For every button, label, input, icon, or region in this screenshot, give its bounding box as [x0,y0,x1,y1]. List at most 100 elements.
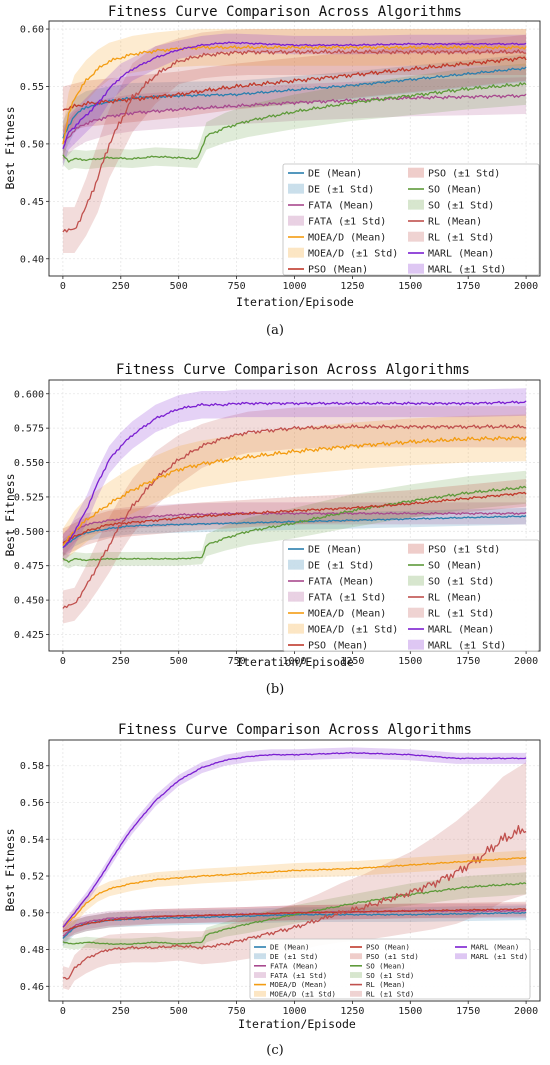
line-pso [62,908,527,932]
legend-swatch-band [455,953,467,960]
legend-swatch-band [408,199,424,210]
y-tick-label: 0.48 [20,945,44,956]
line-pso [62,56,527,111]
y-axis-label: Best Fitness [3,106,17,189]
legend-swatch-band [254,990,266,997]
band-so [62,63,527,171]
line-moead [62,44,527,145]
y-tick-label: 0.40 [20,254,44,265]
plot-area [62,29,527,253]
legend-swatch-band [288,247,304,258]
legend-label: DE (Mean) [308,169,362,180]
x-tick-label: 1750 [456,281,480,292]
legend-label: DE (±1 Std) [308,561,374,572]
x-tick-label: 0 [60,281,66,292]
band-moead [62,850,527,933]
x-axis-label: Iteration/Episode [238,1017,356,1031]
y-tick-label: 0.56 [20,798,44,809]
legend-swatch-band [408,639,424,650]
legend-swatch-band [288,591,304,602]
y-tick-label: 0.52 [20,872,44,883]
band-de [62,54,527,156]
legend-swatch-band [408,231,424,242]
band-marl [62,33,527,167]
legend-label: PSO (±1 Std) [428,545,500,556]
x-tick-label: 250 [112,656,130,667]
y-tick-label: 0.550 [14,458,44,469]
legend-swatch-band [350,990,362,997]
band-moead [62,414,527,562]
x-tick-label: 1750 [456,1006,480,1017]
legend-label: RL (±1 Std) [428,609,494,620]
panel-caption: (c) [266,1043,283,1058]
chart-panel-b: 0 250 500 750 1000 1250 1500 1750 2000 0.425 0.450… [3,362,541,697]
line-so [62,882,527,946]
x-tick-label: 1500 [398,1006,422,1017]
legend-label: MOEA/D (Mean) [308,609,386,620]
chart-title: Fitness Curve Comparison Across Algorith… [118,722,472,738]
legend-label: RL (±1 Std) [428,233,494,244]
legend-swatch-band [350,953,362,960]
line-moead [62,435,527,546]
x-tick-label: 750 [228,281,246,292]
panel-caption: (a) [266,323,284,338]
x-tick-label: 1750 [456,656,480,667]
x-tick-label: 2000 [514,281,538,292]
x-tick-label: 500 [170,281,188,292]
band-pso [62,479,527,557]
y-tick-label: 0.60 [20,25,44,36]
legend-label: RL (Mean) [428,593,482,604]
x-tick-label: 1500 [398,656,422,667]
band-pso [62,34,527,133]
plot-area [62,388,527,624]
legend-label: SO (Mean) [366,961,406,970]
band-so [62,470,527,569]
x-tick-label: 500 [170,1006,188,1017]
x-tick-label: 1000 [282,281,306,292]
legend-label: PSO (Mean) [308,641,368,652]
x-tick-label: 2000 [514,1006,538,1017]
legend-label: FATA (Mean) [270,961,318,970]
y-tick-label: 0.500 [14,527,44,538]
line-de [62,66,527,139]
legend-swatch-band [408,607,424,618]
x-axis-label: Iteration/Episode [236,655,354,669]
legend-label: RL (±1 Std) [366,990,414,999]
y-tick-label: 0.475 [14,561,44,572]
band-de [62,507,527,557]
legend-swatch-band [288,183,304,194]
line-marl [62,41,527,150]
y-tick-label: 0.58 [20,761,44,772]
legend-label: DE (±1 Std) [270,952,318,961]
x-tick-label: 0 [60,1006,66,1017]
legend-label: PSO (Mean) [308,265,368,276]
legend-label: DE (±1 Std) [308,185,374,196]
x-tick-label: 1500 [398,281,422,292]
x-tick-label: 2000 [514,656,538,667]
y-tick-label: 0.600 [14,389,44,400]
legend-label: MARL (±1 Std) [471,952,528,961]
y-axis-label: Best Fitness [3,473,17,556]
x-tick-label: 0 [60,656,66,667]
x-tick-label: 750 [228,656,246,667]
legend-label: RL (Mean) [428,217,482,228]
band-marl [62,388,527,562]
legend-label: MARL (±1 Std) [428,265,506,276]
line-so [62,82,527,163]
x-tick-label: 500 [170,656,188,667]
legend: DE (Mean) DE (±1 Std) FATA (Mean) FATA (±1 … [282,539,540,652]
y-tick-label: 0.575 [14,424,44,435]
x-tick-label: 750 [228,1006,246,1017]
line-so [62,485,527,563]
legend-label: PSO (±1 Std) [428,169,500,180]
y-tick-label: 0.45 [20,197,44,208]
line-fata [62,93,527,143]
x-tick-label: 250 [112,1006,130,1017]
legend-label: RL (Mean) [366,980,406,989]
legend-swatch-band [288,623,304,634]
x-tick-label: 250 [112,281,130,292]
line-rl [62,824,527,980]
legend-swatch-band [408,263,424,274]
y-axis-label: Best Fitness [3,828,17,911]
y-tick-label: 0.55 [20,82,44,93]
